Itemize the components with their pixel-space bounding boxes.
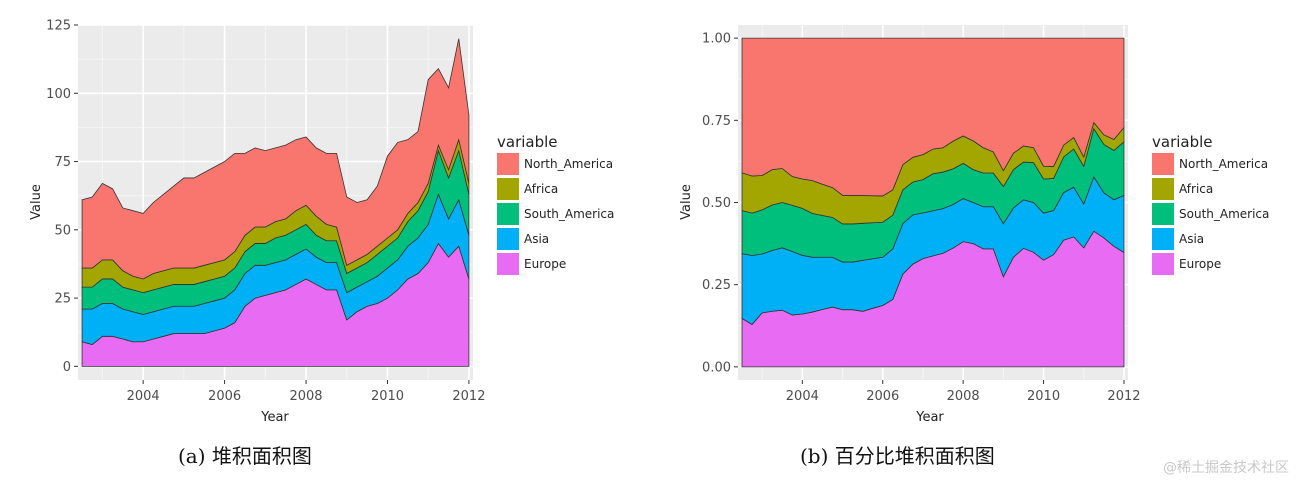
y-tick-label: 0.25 — [702, 278, 731, 293]
panel-b-legend: variable North_America Africa South_Americ… — [1152, 133, 1269, 275]
legend-label-north-america: North_America — [524, 157, 613, 171]
legend-swatch-south-america — [1152, 203, 1174, 225]
legend-swatch-europe — [1152, 253, 1174, 275]
legend-swatch-africa — [1152, 178, 1174, 200]
x-tick-label: 2012 — [452, 389, 485, 404]
legend-label-north-america: North_America — [1179, 157, 1268, 171]
panel-a-y-axis-label: Value — [29, 184, 44, 220]
panel-a-areas — [81, 38, 470, 367]
legend-swatch-north-america — [497, 153, 519, 175]
panel-a-legend-title: variable — [497, 133, 558, 151]
y-tick-label: 100 — [46, 87, 71, 102]
y-tick-label: 0 — [63, 360, 71, 375]
legend-label-europe: Europe — [524, 257, 566, 271]
panel-b-legend-title: variable — [1152, 133, 1213, 151]
legend-label-south-america: South_America — [1179, 207, 1269, 221]
legend-label-asia: Asia — [1179, 232, 1204, 246]
caption-b: (b) 百分比堆积面积图 — [800, 444, 995, 468]
x-tick-label: 2006 — [866, 389, 899, 404]
panel-b-chart: 0.00 0.25 0.50 0.75 1.00 2004 2006 2008 2010 201… — [679, 25, 1269, 425]
legend-label-europe: Europe — [1179, 257, 1221, 271]
x-tick-label: 2012 — [1107, 389, 1140, 404]
panel-a-y-ticks: 0 25 50 75 100 125 — [46, 19, 78, 375]
y-tick-label: 0.50 — [702, 196, 731, 211]
y-tick-label: 0.75 — [702, 114, 731, 129]
x-tick-label: 2004 — [786, 389, 819, 404]
legend-label-south-america: South_America — [524, 207, 614, 221]
panel-b-x-axis-label: Year — [915, 410, 944, 425]
y-tick-label: 125 — [46, 19, 71, 34]
y-tick-label: 1.00 — [702, 32, 731, 47]
watermark: @稀土掘金技术社区 — [1163, 460, 1289, 476]
x-tick-label: 2008 — [947, 389, 980, 404]
x-tick-label: 2010 — [371, 389, 404, 404]
y-tick-label: 50 — [54, 223, 71, 238]
panel-a-x-axis-label: Year — [260, 410, 289, 425]
x-tick-label: 2006 — [208, 389, 241, 404]
legend-label-africa: Africa — [1179, 182, 1213, 196]
legend-swatch-north-america — [1152, 153, 1174, 175]
panel-a-legend: variable North_America Africa South_Americ… — [497, 133, 614, 275]
x-tick-label: 2010 — [1027, 389, 1060, 404]
panel-b-y-axis-label: Value — [679, 184, 694, 220]
area-north-america — [741, 37, 1125, 197]
area-north-america — [81, 38, 470, 280]
panel-b-x-ticks: 2004 2006 2008 2010 2012 — [786, 380, 1141, 404]
caption-a: (a) 堆积面积图 — [178, 444, 312, 468]
legend-label-asia: Asia — [524, 232, 549, 246]
panel-b-y-ticks: 0.00 0.25 0.50 0.75 1.00 — [702, 32, 738, 375]
legend-label-africa: Africa — [524, 182, 558, 196]
panel-a-x-ticks: 2004 2006 2008 2010 2012 — [127, 380, 485, 404]
legend-swatch-europe — [497, 253, 519, 275]
y-tick-label: 25 — [54, 292, 71, 307]
y-tick-label: 75 — [54, 155, 71, 170]
legend-swatch-africa — [497, 178, 519, 200]
x-tick-label: 2004 — [127, 389, 160, 404]
panel-b-areas — [741, 37, 1125, 368]
x-tick-label: 2008 — [289, 389, 322, 404]
legend-swatch-asia — [1152, 228, 1174, 250]
legend-swatch-asia — [497, 228, 519, 250]
legend-swatch-south-america — [497, 203, 519, 225]
y-tick-label: 0.00 — [702, 360, 731, 375]
